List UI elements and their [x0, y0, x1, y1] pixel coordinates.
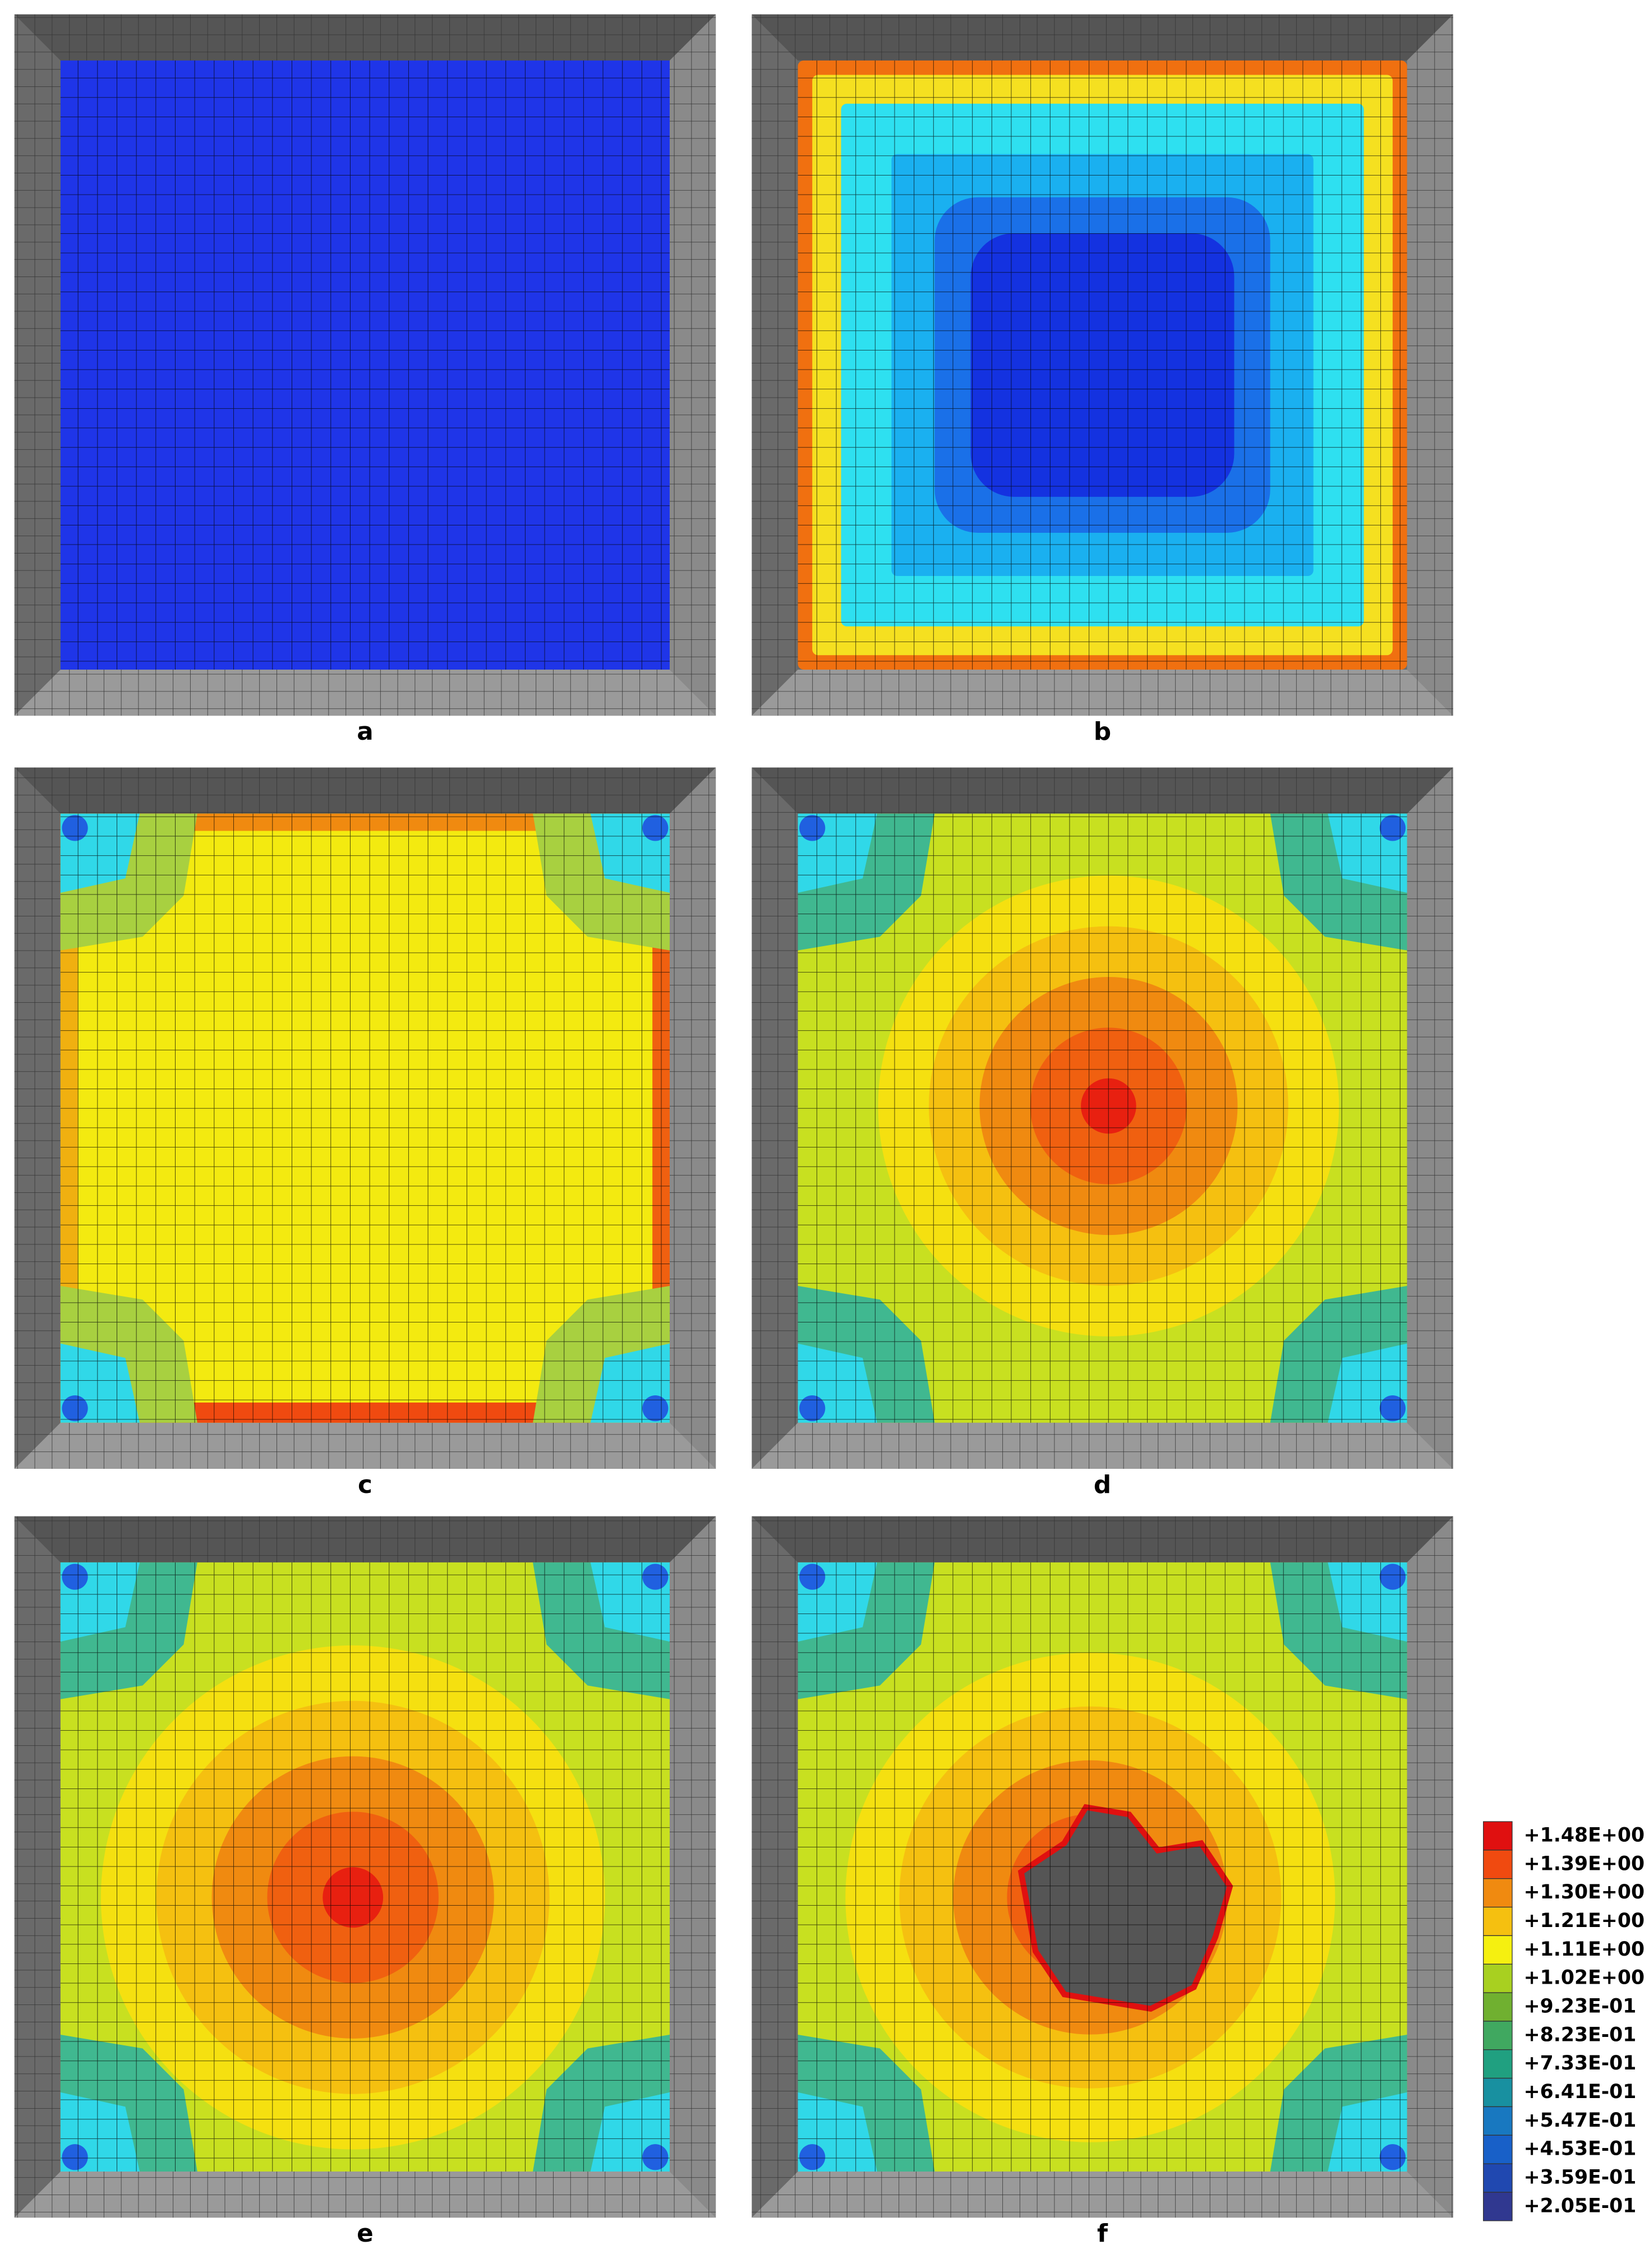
- mesh: [60, 813, 670, 1423]
- panel-label: a: [357, 717, 373, 746]
- panel-label: d: [1094, 1470, 1111, 1499]
- mesh: [798, 813, 1407, 1423]
- panel: d: [752, 767, 1453, 1499]
- mesh: [60, 1562, 670, 2172]
- legend-label: +1.02E+00: [1524, 1967, 1645, 1989]
- legend-label: +3.59E-01: [1524, 2166, 1637, 2189]
- legend-swatch: [1483, 1935, 1513, 1965]
- legend-label: +1.21E+00: [1524, 1910, 1645, 1932]
- mesh: [798, 60, 1407, 670]
- legend-label: +7.33E-01: [1524, 2052, 1637, 2075]
- legend-label: +1.30E+00: [1524, 1881, 1645, 1903]
- legend-label: +1.48E+00: [1524, 1824, 1645, 1846]
- legend-label: +2.05E-01: [1524, 2195, 1637, 2217]
- panel: c: [14, 767, 716, 1499]
- panel: e: [14, 1516, 716, 2248]
- legend-swatch: [1483, 1850, 1513, 1879]
- panel: a: [14, 14, 716, 746]
- legend-swatch: [1483, 1992, 1513, 2022]
- panel-label: c: [358, 1470, 372, 1499]
- panel-label: e: [357, 2219, 374, 2248]
- legend-swatch: [1483, 2077, 1513, 2108]
- mesh: [60, 60, 670, 670]
- legend-label: +6.41E-01: [1524, 2081, 1637, 2103]
- legend-label: +1.11E+00: [1524, 1938, 1645, 1961]
- legend-swatch: [1483, 1821, 1513, 1851]
- legend-label: +1.39E+00: [1524, 1852, 1645, 1875]
- panel-label: f: [1097, 2219, 1108, 2248]
- legend-swatch: [1483, 2135, 1513, 2164]
- legend-swatch: [1483, 1963, 1513, 1993]
- panel-label: b: [1094, 717, 1111, 746]
- legend-label: +9.23E-01: [1524, 1995, 1637, 2017]
- legend-swatch: [1483, 2163, 1513, 2193]
- legend-swatch: [1483, 2021, 1513, 2050]
- panel: f: [752, 1516, 1453, 2248]
- legend-swatch: [1483, 2049, 1513, 2079]
- legend-label: +5.47E-01: [1524, 2109, 1637, 2132]
- legend-swatch: [1483, 2192, 1513, 2221]
- legend-label: +4.53E-01: [1524, 2138, 1637, 2160]
- panel: b: [752, 14, 1453, 746]
- legend-swatch: [1483, 1878, 1513, 1908]
- legend-label: +8.23E-01: [1524, 2023, 1637, 2046]
- legend-swatch: [1483, 2106, 1513, 2136]
- mesh: [798, 1562, 1407, 2172]
- legend-swatch: [1483, 1906, 1513, 1937]
